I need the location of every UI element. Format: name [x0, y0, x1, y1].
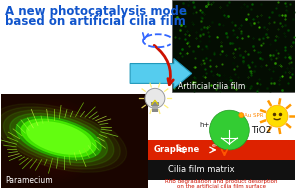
Circle shape	[14, 99, 97, 183]
Circle shape	[18, 104, 93, 178]
Circle shape	[20, 105, 91, 177]
Circle shape	[29, 114, 83, 168]
Text: e-: e-	[211, 143, 218, 148]
Circle shape	[26, 111, 86, 171]
Text: TiO2: TiO2	[251, 125, 272, 135]
Bar	[148, 140, 295, 160]
Text: A new photocatalysis mode: A new photocatalysis mode	[5, 5, 187, 18]
Bar	[1, 94, 148, 188]
Circle shape	[210, 110, 249, 150]
Bar	[148, 94, 295, 188]
Circle shape	[21, 107, 90, 175]
Circle shape	[33, 119, 78, 163]
Circle shape	[35, 120, 76, 162]
Bar	[151, 102, 159, 106]
Ellipse shape	[0, 104, 127, 172]
Ellipse shape	[21, 119, 96, 157]
Text: Paramecium: Paramecium	[5, 176, 53, 185]
Circle shape	[23, 108, 89, 174]
Text: e-: e-	[176, 143, 182, 148]
Circle shape	[30, 116, 81, 166]
Circle shape	[15, 101, 96, 181]
Text: based on artificial cilia film: based on artificial cilia film	[5, 15, 186, 28]
Circle shape	[27, 113, 84, 169]
Ellipse shape	[16, 117, 101, 160]
Ellipse shape	[4, 110, 114, 166]
Text: Artificial cilia film: Artificial cilia film	[178, 82, 245, 91]
Text: Cilia film matrix: Cilia film matrix	[168, 165, 234, 174]
Circle shape	[266, 105, 288, 127]
Ellipse shape	[27, 122, 91, 154]
Circle shape	[17, 102, 94, 180]
Text: on the artificial cilia film surface: on the artificial cilia film surface	[177, 184, 266, 189]
Bar	[148, 160, 295, 180]
Circle shape	[32, 117, 80, 165]
FancyArrow shape	[130, 59, 192, 88]
Circle shape	[145, 88, 165, 108]
Bar	[172, 0, 295, 92]
Ellipse shape	[0, 107, 120, 169]
Circle shape	[24, 110, 87, 172]
Bar	[152, 106, 158, 109]
Text: Au SPR: Au SPR	[244, 113, 264, 118]
Text: RhB degradation and product desorption: RhB degradation and product desorption	[165, 179, 278, 184]
Ellipse shape	[10, 113, 107, 163]
Circle shape	[239, 113, 244, 118]
Bar	[152, 109, 158, 112]
Text: Graphene: Graphene	[154, 145, 200, 154]
Text: h+: h+	[200, 122, 210, 128]
